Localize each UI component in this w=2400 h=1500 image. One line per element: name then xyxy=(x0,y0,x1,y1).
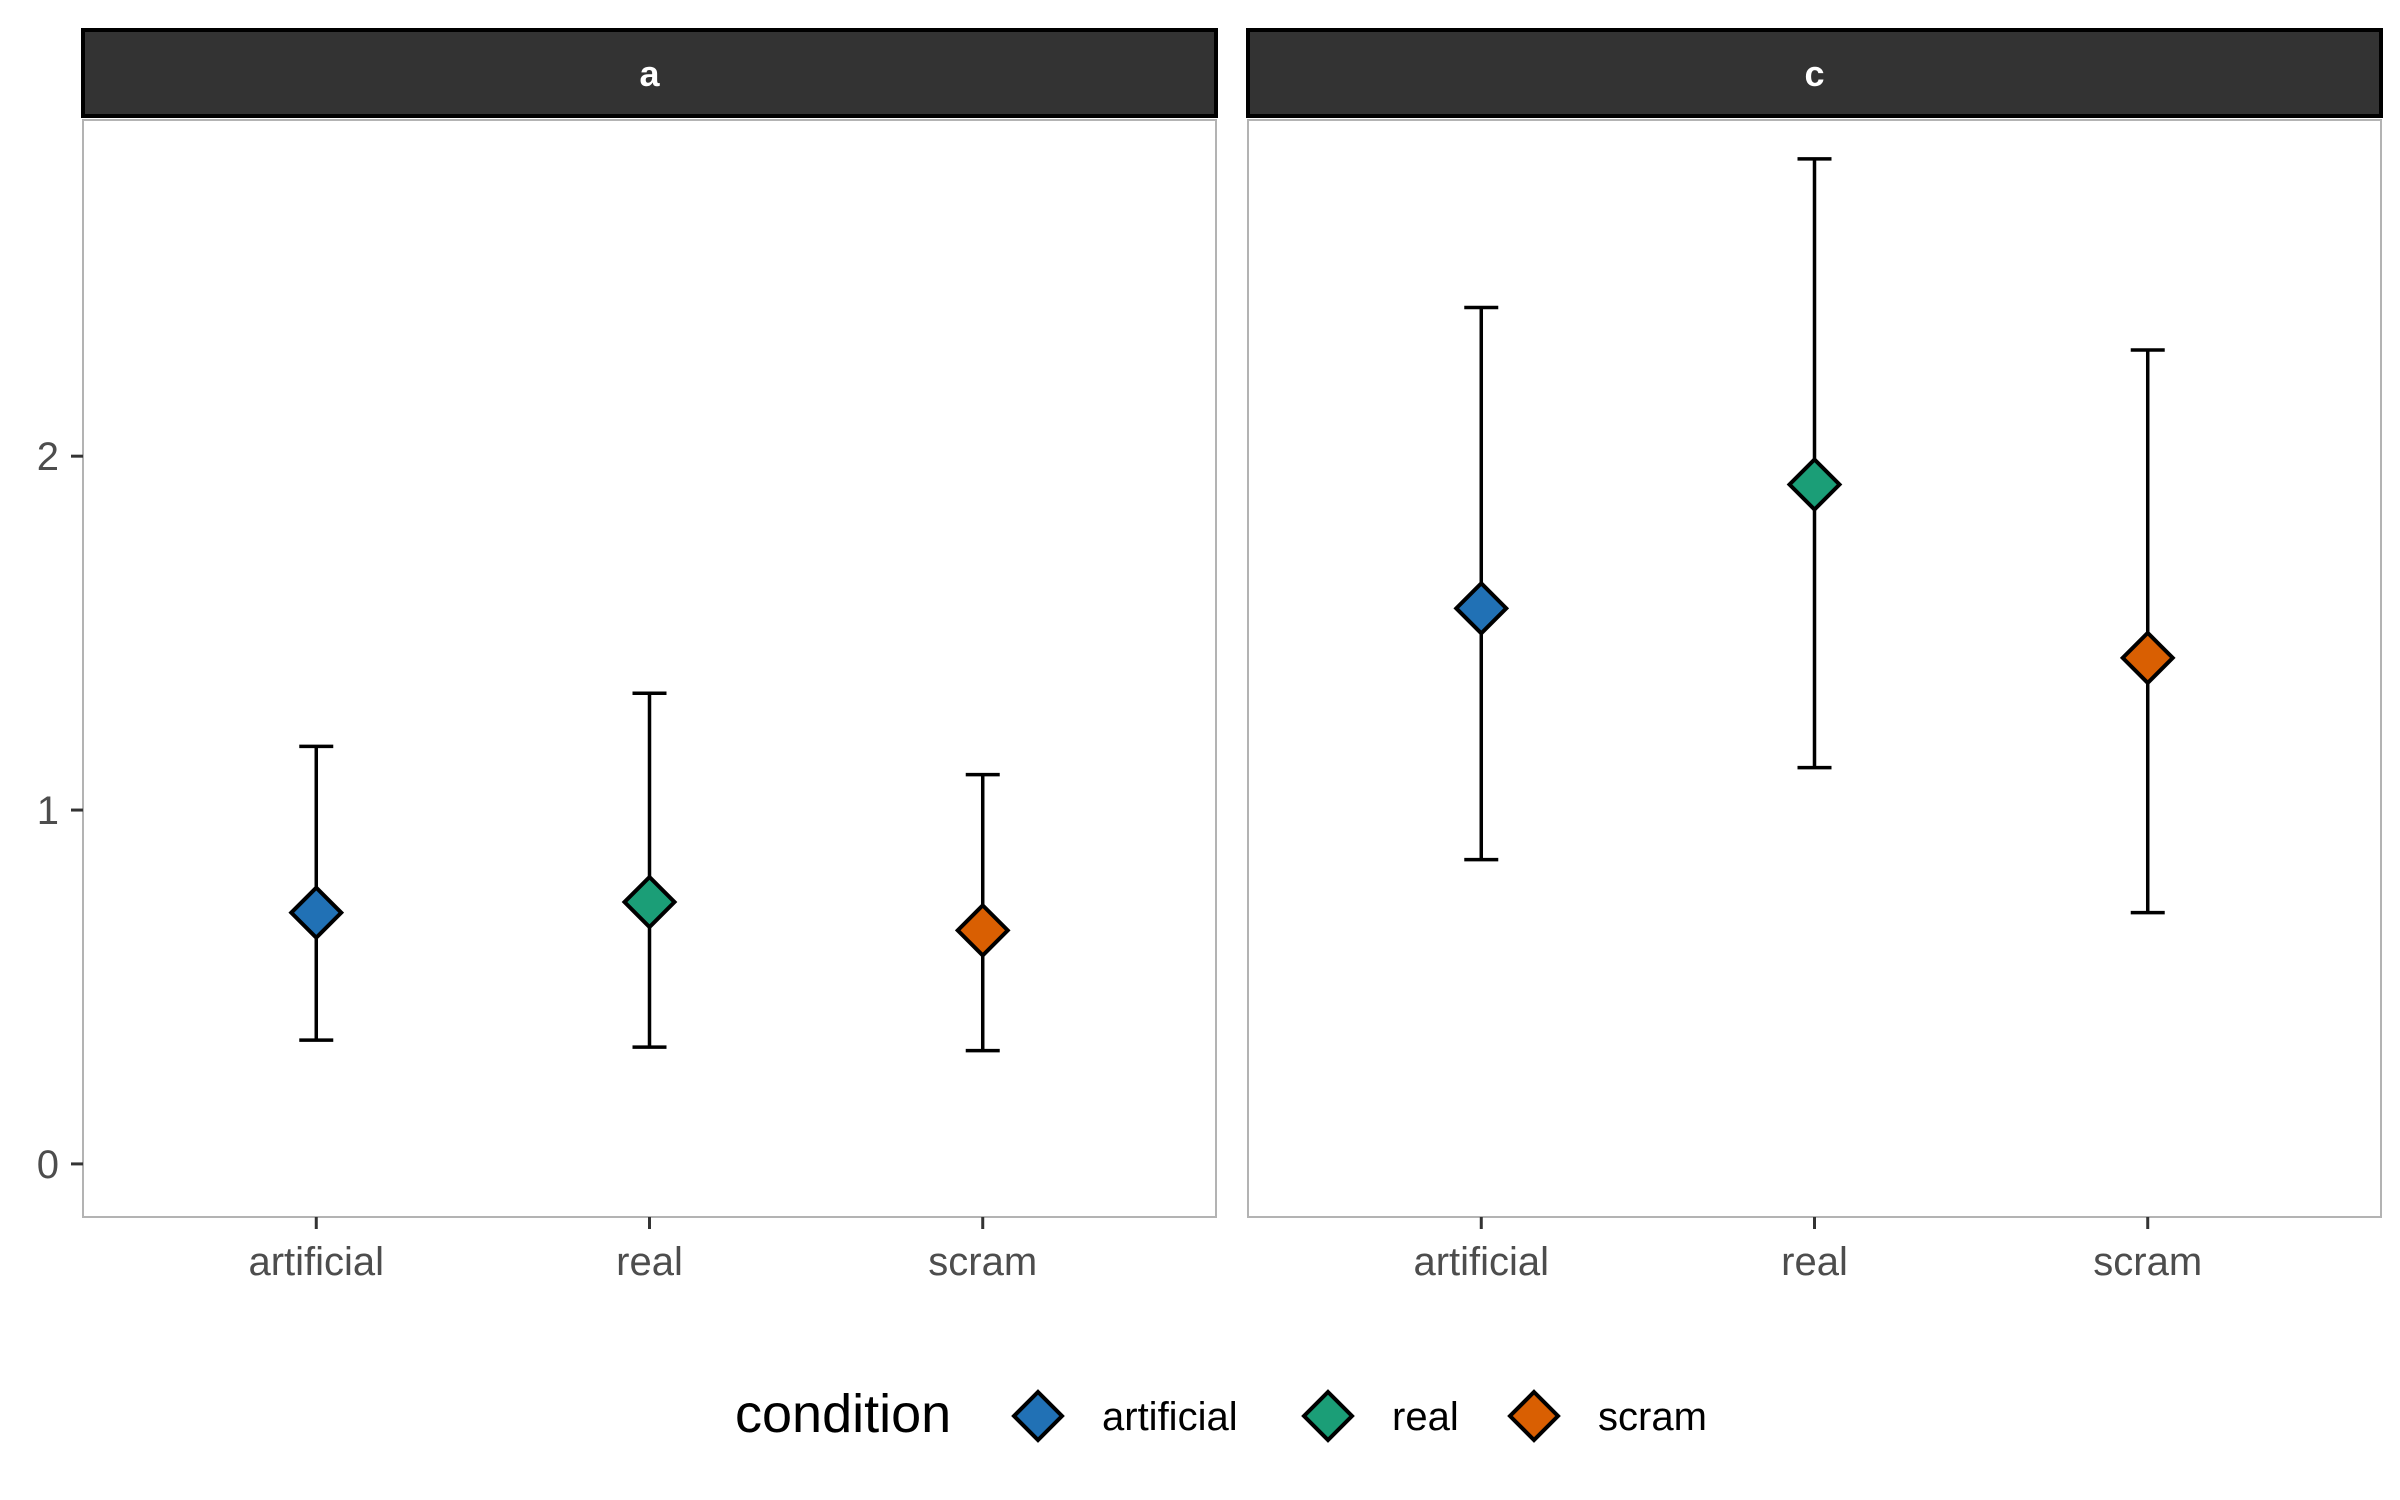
data-point-diamond xyxy=(954,902,1011,959)
x-tick-label: real xyxy=(616,1240,683,1284)
y-tick-label: 1 xyxy=(37,789,59,833)
y-axis: 0 1 2 xyxy=(37,435,83,1187)
legend-entry-label: scram xyxy=(1598,1395,1707,1439)
pointrange-artificial xyxy=(1453,305,1510,862)
legend-entry-label: artificial xyxy=(1102,1395,1238,1439)
data-point-diamond xyxy=(621,874,678,930)
x-tick-label: artificial xyxy=(1413,1240,1549,1284)
facet-panel-c: c artificial real scram xyxy=(1246,28,2383,1284)
facet-panels: a artificial real scram c artificial real scram xyxy=(81,28,2383,1284)
pointrange-real xyxy=(621,691,678,1049)
pointrange-real xyxy=(1786,157,1843,770)
x-tick-label: real xyxy=(1781,1240,1848,1284)
legend-key-real xyxy=(1301,1389,1355,1443)
pointrange-scram xyxy=(954,772,1011,1053)
legend-key-scram xyxy=(1507,1389,1561,1443)
x-tick-label: artificial xyxy=(248,1240,384,1284)
data-point-diamond xyxy=(2119,630,2176,686)
data-point-diamond xyxy=(1786,456,1843,513)
y-tick-label: 0 xyxy=(37,1143,59,1187)
x-tick-label: scram xyxy=(928,1240,1037,1284)
pointrange-artificial xyxy=(288,744,345,1042)
facet-panel-a: a artificial real scram xyxy=(81,28,1218,1284)
facet-strip-label: a xyxy=(639,53,660,94)
legend-entry-label: real xyxy=(1392,1395,1459,1439)
legend: condition artificial real scram xyxy=(735,1384,1707,1444)
y-tick-label: 2 xyxy=(37,435,59,479)
x-tick-label: scram xyxy=(2093,1240,2202,1284)
facet-strip xyxy=(81,28,1218,118)
data-point-diamond xyxy=(1453,580,1510,637)
legend-title: condition xyxy=(735,1384,951,1444)
facet-strip xyxy=(1246,28,2383,118)
legend-key-artificial xyxy=(1011,1389,1065,1443)
pointrange-scram xyxy=(2119,348,2176,915)
facet-strip-label: c xyxy=(1804,53,1824,94)
data-point-diamond xyxy=(288,884,345,941)
